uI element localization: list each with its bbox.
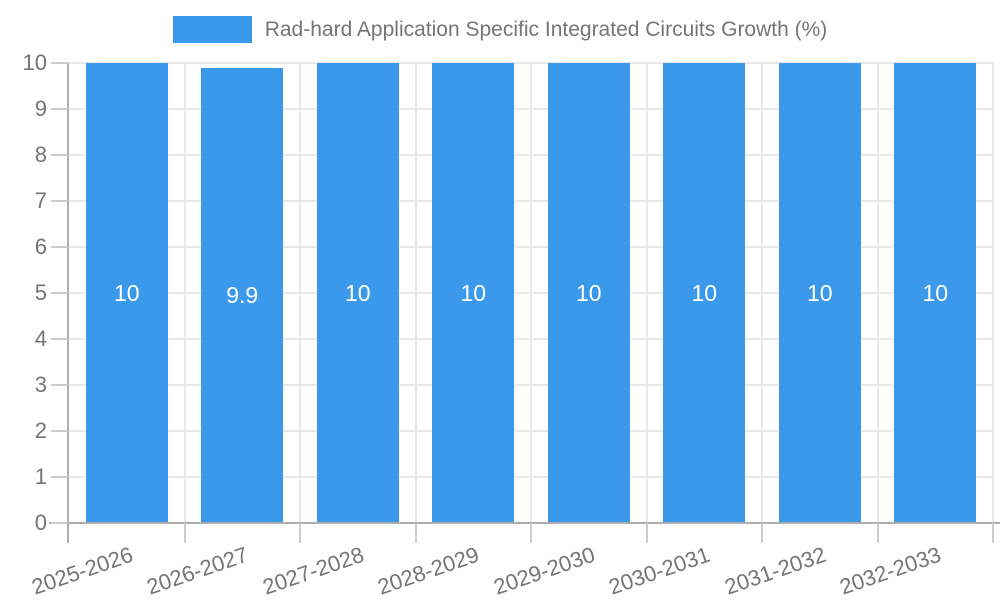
y-axis-tick xyxy=(51,154,68,156)
y-axis-tick xyxy=(51,292,68,294)
v-gridline xyxy=(183,63,186,523)
x-axis-label: 2026-2027 xyxy=(143,541,252,600)
y-axis-tick-label: 3 xyxy=(34,372,47,397)
bar xyxy=(316,63,399,523)
y-axis-tick-label: 10 xyxy=(22,50,47,75)
x-axis-label: 2028-2029 xyxy=(374,541,483,600)
bar-value-label: 10 xyxy=(922,280,949,306)
y-axis-tick xyxy=(51,246,68,248)
y-axis-tick xyxy=(51,430,68,432)
chart-legend: Rad-hard Application Specific Integrated… xyxy=(0,16,1000,43)
y-axis-tick xyxy=(51,108,68,110)
bar-value-label: 10 xyxy=(113,280,140,306)
x-axis-label: 2029-2030 xyxy=(490,541,598,600)
x-axis-line xyxy=(49,522,1000,524)
v-gridline xyxy=(761,63,763,523)
bar-value-label: 10 xyxy=(460,280,487,306)
y-axis-tick xyxy=(51,338,68,340)
y-axis-tick-label: 6 xyxy=(34,234,47,259)
bar xyxy=(432,63,515,523)
y-axis-tick-label: 7 xyxy=(34,188,47,213)
v-gridline xyxy=(299,63,301,523)
bar-value-label: 10 xyxy=(575,280,602,306)
v-gridline xyxy=(876,63,879,523)
x-axis-label: 2027-2028 xyxy=(259,541,367,600)
y-axis-line xyxy=(67,63,69,543)
bar xyxy=(778,63,861,523)
x-axis-tick xyxy=(414,523,417,543)
bar-value-label: 10 xyxy=(691,280,718,306)
legend-swatch xyxy=(172,16,252,43)
x-axis-tick xyxy=(530,523,532,543)
bar-value-label: 10 xyxy=(344,280,371,306)
y-axis-tick xyxy=(51,62,68,64)
x-axis-tick xyxy=(876,523,879,543)
x-axis-label: 2030-2031 xyxy=(605,541,714,600)
y-axis-tick-label: 5 xyxy=(34,280,47,305)
y-axis-tick xyxy=(51,522,68,524)
bar xyxy=(663,63,746,523)
y-axis-tick-label: 1 xyxy=(34,464,47,489)
v-gridline xyxy=(645,63,648,523)
x-axis-tick xyxy=(761,523,763,543)
x-axis-label: 2025-2026 xyxy=(28,541,136,600)
y-axis-tick xyxy=(51,476,68,478)
bar xyxy=(201,67,284,523)
bar xyxy=(85,63,168,523)
y-axis-tick-label: 4 xyxy=(34,326,47,351)
bar xyxy=(894,63,977,523)
x-axis-tick xyxy=(992,523,994,543)
y-axis-tick-label: 9 xyxy=(34,96,47,121)
y-axis-tick-label: 2 xyxy=(34,418,47,443)
x-axis-label: 2032-2033 xyxy=(836,541,945,600)
y-axis-tick xyxy=(51,200,68,202)
bar-value-label: 9.9 xyxy=(226,282,259,309)
v-gridline xyxy=(530,63,532,523)
bar xyxy=(547,63,630,523)
x-axis-tick xyxy=(183,523,186,543)
y-axis-tick xyxy=(51,384,68,386)
bar-value-label: 10 xyxy=(806,280,833,306)
x-axis-tick xyxy=(299,523,301,543)
x-axis-label: 2031-2032 xyxy=(721,541,829,600)
legend-label: Rad-hard Application Specific Integrated… xyxy=(264,17,828,41)
v-gridline xyxy=(414,63,417,523)
y-axis-tick-label: 8 xyxy=(34,142,47,167)
x-axis-tick xyxy=(645,523,648,543)
y-axis-tick-label: 0 xyxy=(34,510,47,535)
v-gridline xyxy=(992,63,994,523)
